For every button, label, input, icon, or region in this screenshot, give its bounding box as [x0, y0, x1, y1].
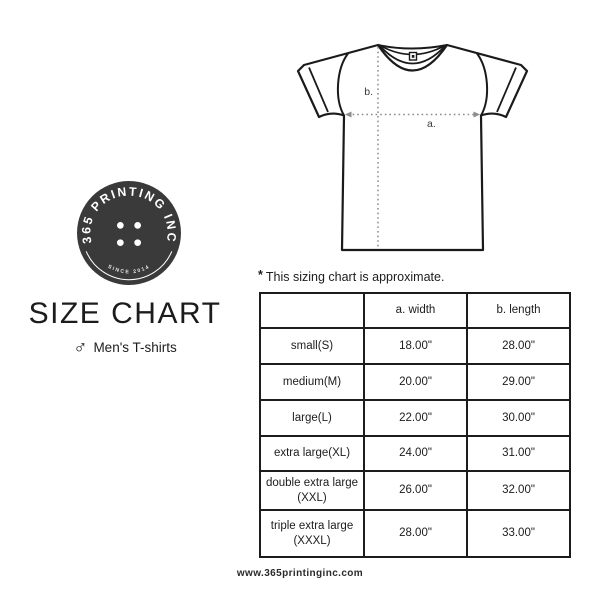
width-cell: 20.00"	[363, 363, 468, 401]
logo-button-dots	[116, 221, 142, 247]
header-size-cell	[259, 292, 365, 329]
size-cell: small(S)	[259, 327, 365, 365]
length-cell: 28.00"	[466, 327, 571, 365]
logo-circle	[77, 181, 181, 285]
right-cuff-seam	[496, 67, 517, 113]
page-title: SIZE CHART	[28, 297, 222, 330]
table-row: triple extra large (XXXL) 28.00" 33.00"	[259, 509, 571, 558]
size-cell: large(L)	[259, 399, 365, 437]
note-text: This sizing chart is approximate.	[265, 270, 445, 284]
length-cell: 30.00"	[466, 399, 571, 437]
table-row: extra large(XL) 24.00" 31.00"	[259, 435, 571, 472]
table-header-row: a. width b. length	[259, 292, 571, 329]
length-cell: 29.00"	[466, 363, 571, 401]
length-cell: 31.00"	[466, 435, 571, 472]
logo-since-text: SINCE 2014	[107, 264, 152, 276]
male-icon: ♂	[73, 337, 88, 358]
note-asterisk: *	[258, 268, 263, 282]
table-row: medium(M) 20.00" 29.00"	[259, 363, 571, 401]
width-label: a.	[427, 118, 436, 130]
size-cell: triple extra large (XXXL)	[259, 509, 365, 558]
width-cell: 22.00"	[363, 399, 468, 437]
right-armhole-seam	[476, 52, 489, 116]
tshirt-diagram: b. a.	[296, 43, 529, 252]
width-cell: 24.00"	[363, 435, 468, 472]
left-armhole-seam	[336, 52, 349, 116]
length-cell: 32.00"	[466, 470, 571, 511]
measure-arrowheads	[345, 111, 480, 118]
brand-logo: 365 PRINTING INC SINCE 2014	[77, 181, 181, 285]
table-row: double extra large (XXL) 26.00" 32.00"	[259, 470, 571, 511]
size-cell: double extra large (XXL)	[259, 470, 365, 511]
left-cuff-seam	[308, 67, 329, 113]
neck-tag	[408, 51, 418, 61]
size-cell: medium(M)	[259, 363, 365, 401]
size-cell: extra large(XL)	[259, 435, 365, 472]
site-url: www.365printinginc.com	[236, 568, 364, 579]
heading-block: SIZE CHART ♂ Men's T-shirts	[14, 297, 236, 357]
header-width-cell: a. width	[363, 292, 468, 329]
header-length-cell: b. length	[466, 292, 571, 329]
width-cell: 18.00"	[363, 327, 468, 365]
width-cell: 28.00"	[363, 509, 468, 558]
tshirt-outline	[296, 43, 529, 252]
table-row: small(S) 18.00" 28.00"	[259, 327, 571, 365]
length-label: b.	[364, 86, 373, 98]
logo-ring-arc	[85, 251, 173, 281]
gender-label: Men's T-shirts	[93, 340, 177, 355]
table-row: large(L) 22.00" 30.00"	[259, 399, 571, 437]
size-table: a. width b. length small(S) 18.00" 28.00…	[259, 292, 571, 558]
gender-row: ♂ Men's T-shirts	[14, 338, 236, 357]
width-cell: 26.00"	[363, 470, 468, 511]
length-cell: 33.00"	[466, 509, 571, 558]
sizing-note: * This sizing chart is approximate.	[258, 268, 444, 284]
